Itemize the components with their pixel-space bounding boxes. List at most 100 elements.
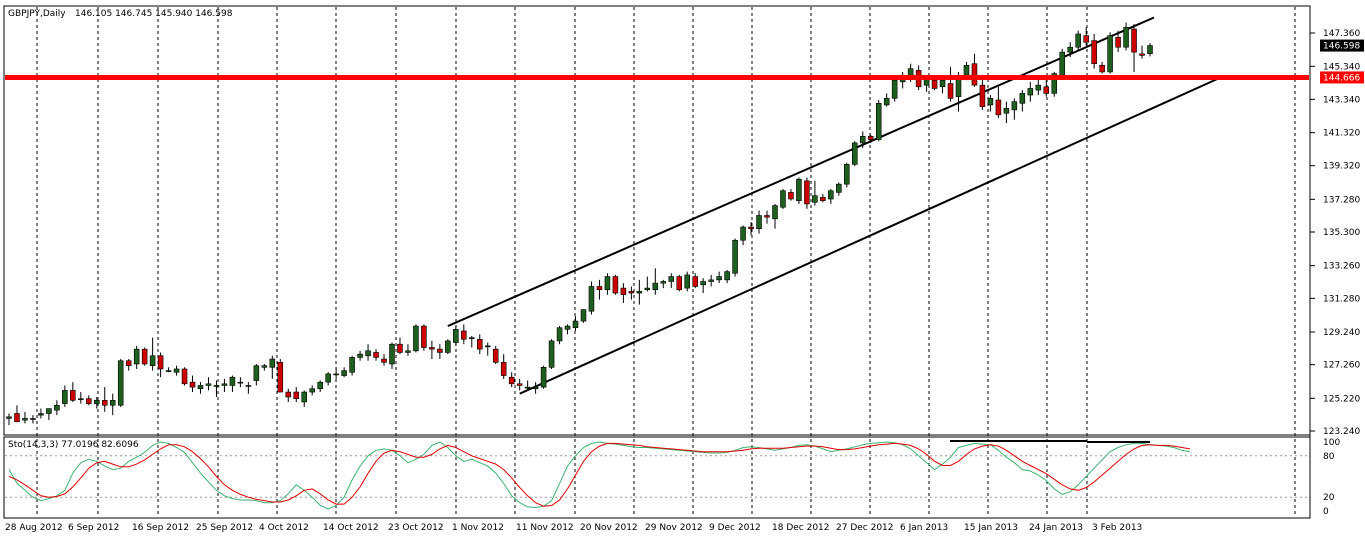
candle-body <box>309 388 315 393</box>
price-tick-label: 125.220 <box>1323 394 1360 404</box>
candle-body <box>149 355 156 366</box>
candle-body <box>245 385 252 387</box>
candle-body <box>269 358 276 368</box>
candle-body <box>1011 101 1018 111</box>
candle-body <box>14 413 20 423</box>
candle-body <box>117 360 124 406</box>
candle-body <box>1027 88 1034 96</box>
candle-body <box>628 291 635 294</box>
candle-body <box>508 376 515 385</box>
candle-body <box>197 385 204 390</box>
stochastic-level-label: 0 <box>1323 507 1329 517</box>
candle-body <box>1083 35 1089 43</box>
candle-body <box>413 325 419 352</box>
candle-body <box>804 180 810 205</box>
candle-body <box>875 102 882 140</box>
time-tick-label: 3 Feb 2013 <box>1092 523 1142 533</box>
candle-body <box>604 276 611 291</box>
candle-body <box>732 239 738 274</box>
candle-body <box>588 286 595 312</box>
candle-body <box>421 325 427 348</box>
price-tick-label: 131.280 <box>1323 294 1360 304</box>
time-tick-label: 14 Oct 2012 <box>323 523 379 533</box>
candle-body <box>796 178 802 201</box>
candle-body <box>397 343 403 353</box>
candle-body <box>46 408 52 414</box>
time-tick-label: 25 Sep 2012 <box>196 523 253 533</box>
candle-body <box>1059 51 1066 76</box>
candle-body <box>205 383 212 386</box>
candle-body <box>596 286 603 291</box>
candle-body <box>213 385 220 387</box>
candle-body <box>1043 86 1050 94</box>
price-tick-label: 141.320 <box>1323 129 1360 139</box>
candle-body <box>301 391 307 403</box>
time-tick-label: 28 Aug 2012 <box>5 523 63 533</box>
candle-body <box>173 368 180 373</box>
candle-body <box>756 215 762 229</box>
price-tick-label: 137.280 <box>1323 195 1360 205</box>
candle-body <box>22 418 28 421</box>
candle-body <box>612 276 619 294</box>
candle-body <box>476 338 483 350</box>
candle-body <box>93 400 100 404</box>
candle-body <box>1035 84 1042 91</box>
time-tick-label: 27 Dec 2012 <box>836 523 894 533</box>
time-tick-label: 20 Nov 2012 <box>580 523 638 533</box>
candle-body <box>788 192 794 200</box>
candle-body <box>1067 46 1073 53</box>
time-tick-label: 6 Jan 2013 <box>900 523 948 533</box>
candle-body <box>516 383 523 386</box>
price-tick-label: 135.300 <box>1323 228 1360 238</box>
current-price-box <box>1320 39 1364 52</box>
candle-body <box>620 287 627 296</box>
candle-body <box>1123 27 1129 48</box>
candle-body <box>844 164 850 185</box>
stochastic-level-lines <box>5 455 1309 498</box>
candle-body <box>285 391 292 398</box>
candle-body <box>676 276 683 291</box>
candle-body <box>349 357 355 373</box>
time-tick-label: 9 Dec 2012 <box>709 523 761 533</box>
candle-body <box>556 327 563 342</box>
candle-body <box>1091 40 1097 64</box>
candle-body <box>1003 107 1010 114</box>
price-tick-label: 145.340 <box>1323 62 1360 72</box>
chart-header-symbol: GBPJPY,Daily <box>8 9 66 19</box>
candle-body <box>261 365 268 368</box>
current-price-label: 146.598 <box>1323 42 1360 52</box>
candle-body <box>708 279 714 282</box>
candle-body <box>1139 53 1145 56</box>
candle-body <box>764 215 770 218</box>
price-tick-label: 129.240 <box>1323 328 1360 338</box>
candle-body <box>1115 36 1121 48</box>
candle-body <box>979 84 986 107</box>
vertical-gridlines <box>36 7 1296 517</box>
stochastic-signal-line <box>8 442 1190 507</box>
candle-body <box>293 391 300 399</box>
candle-body <box>38 413 44 416</box>
candle-body <box>820 197 826 201</box>
candle-body <box>445 340 451 353</box>
candle-body <box>157 355 164 370</box>
candle-body <box>1019 93 1026 104</box>
time-tick-label: 4 Oct 2012 <box>259 523 309 533</box>
stochastic-level-label: 20 <box>1323 493 1335 503</box>
candle-body <box>564 325 571 330</box>
candle-body <box>524 386 531 389</box>
candle-body <box>253 365 260 381</box>
candle-body <box>6 416 12 419</box>
price-axis: 147.360 145.340 143.340 141.320 139.320 137.2… <box>1310 29 1364 517</box>
candle-body <box>939 79 946 88</box>
candles <box>6 22 1153 426</box>
candle-body <box>365 350 371 357</box>
time-tick-label: 16 Sep 2012 <box>132 523 189 533</box>
stochastic-lines <box>8 441 1190 510</box>
support-price-label: 144.666 <box>1323 73 1360 83</box>
candle-body <box>692 276 698 287</box>
candle-body <box>317 381 323 390</box>
price-tick-label: 143.340 <box>1323 95 1360 105</box>
chart-header-ohlc: 146.105 146.745 145.940 146.598 <box>75 9 233 19</box>
candle-body <box>1147 45 1153 55</box>
